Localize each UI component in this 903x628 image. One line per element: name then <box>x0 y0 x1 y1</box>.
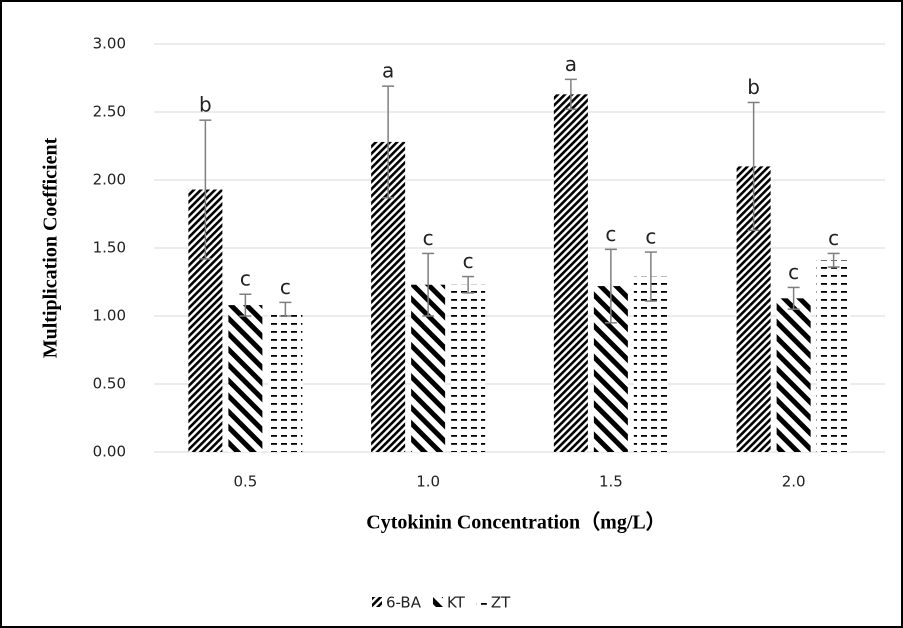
legend-label: ZT <box>491 594 511 612</box>
bar <box>553 94 588 452</box>
x-tick-label: 2.0 <box>782 473 806 491</box>
significance-letter: c <box>828 226 839 250</box>
significance-letter: b <box>199 93 212 117</box>
x-axis-title: Cytokinin Concentration（mg/L） <box>366 511 665 534</box>
bar <box>268 309 303 452</box>
y-tick-label: 3.00 <box>93 35 126 53</box>
bar <box>451 284 486 452</box>
significance-letter: c <box>788 260 799 284</box>
significance-letter: b <box>747 75 760 99</box>
x-tick-label: 1.0 <box>416 473 440 491</box>
significance-letter: c <box>605 222 616 246</box>
y-tick-label: 0.50 <box>93 375 126 393</box>
bar <box>776 298 811 452</box>
y-tick-label: 0.00 <box>93 443 126 461</box>
x-tick-label: 0.5 <box>233 473 257 491</box>
bar <box>816 260 851 452</box>
significance-letter: c <box>463 249 474 273</box>
significance-letter: c <box>280 275 291 299</box>
significance-letter: c <box>645 225 656 249</box>
bar <box>633 276 668 452</box>
legend-label: KT <box>447 594 466 612</box>
significance-letter: a <box>382 59 394 83</box>
y-tick-label: 1.50 <box>93 239 126 257</box>
y-axis-title: Multiplication Coefficient <box>40 137 62 358</box>
legend-swatch <box>432 597 443 607</box>
y-tick-label: 1.00 <box>93 307 126 325</box>
legend-swatch <box>476 597 487 607</box>
x-tick-label: 1.5 <box>599 473 623 491</box>
y-tick-label: 2.50 <box>93 103 126 121</box>
significance-letter: c <box>423 226 434 250</box>
significance-letter: c <box>240 267 251 291</box>
bar <box>228 305 263 452</box>
y-tick-label: 2.00 <box>93 171 126 189</box>
significance-letter: a <box>565 52 577 76</box>
legend-swatch <box>372 597 382 607</box>
legend-label: 6-BA <box>386 594 422 612</box>
